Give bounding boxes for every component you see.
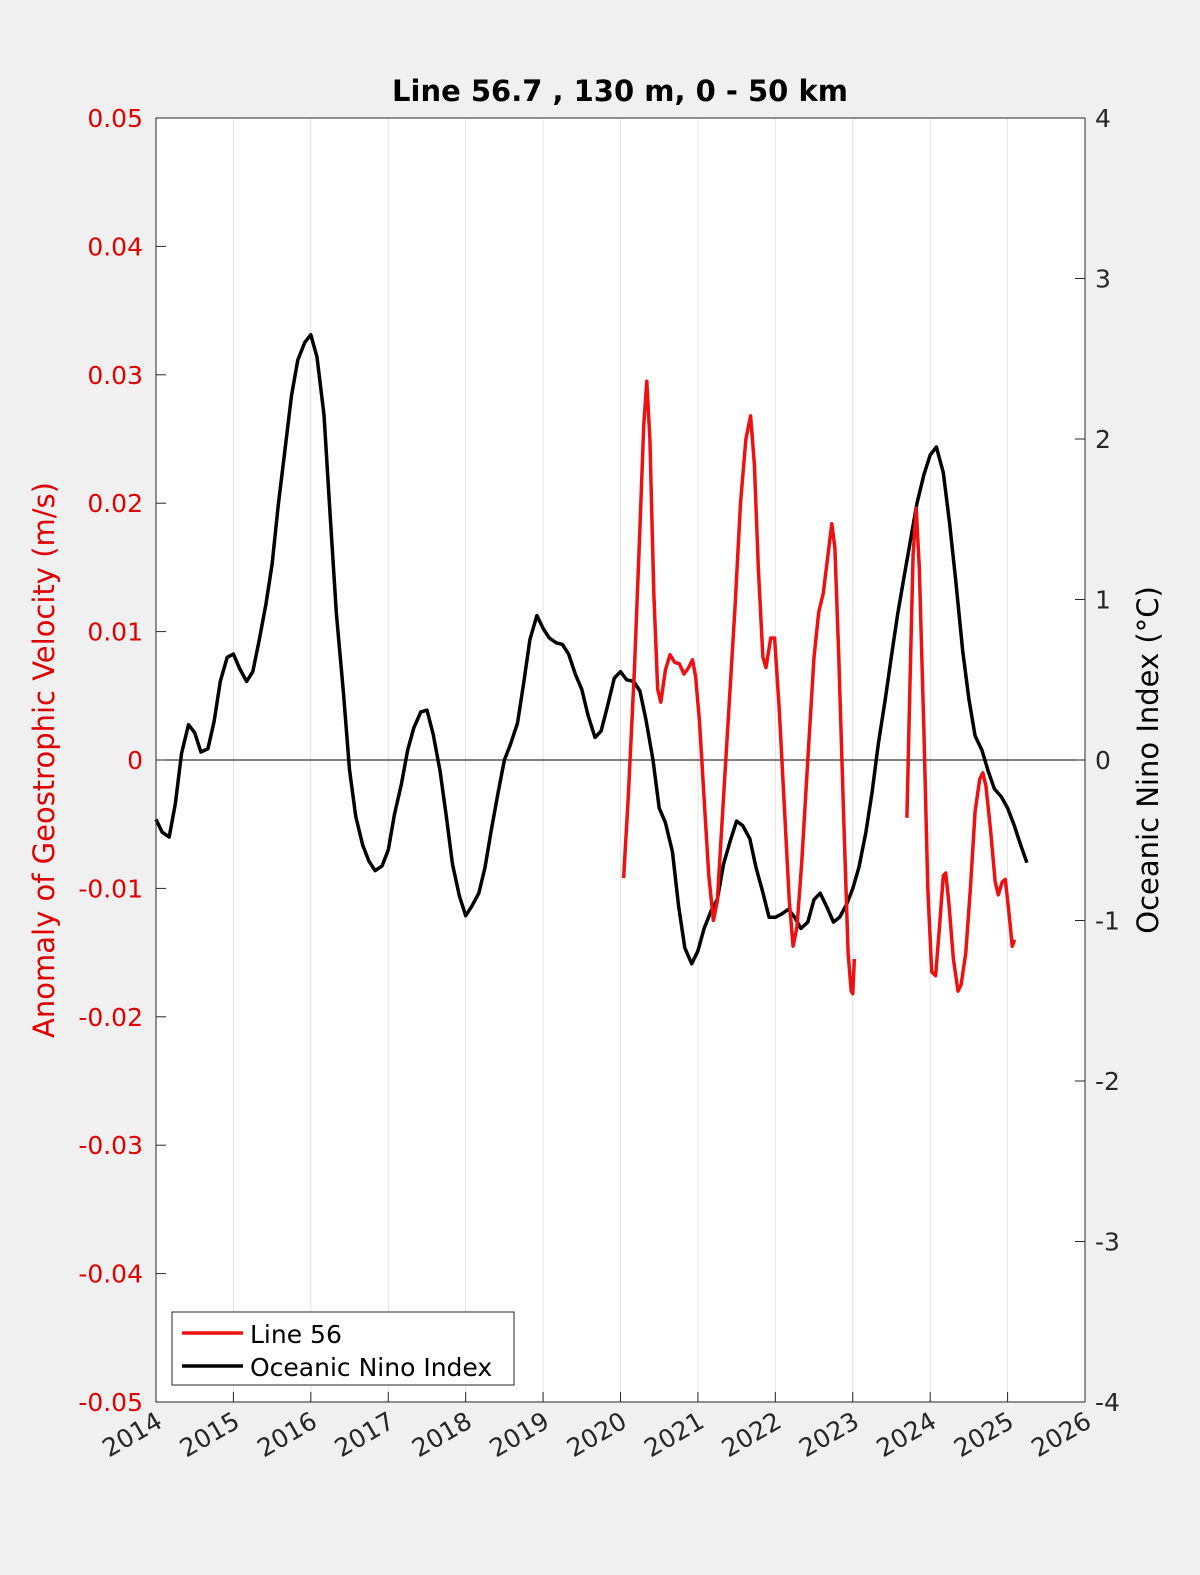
- legend-box: [171, 1311, 515, 1386]
- y-right-tick-label: -1: [1095, 907, 1120, 936]
- y-left-tick-label: 0: [127, 746, 143, 775]
- series-line-oni: [154, 332, 1029, 966]
- y-right-tick-label: -2: [1095, 1067, 1120, 1096]
- y-left-tick-label: -0.01: [78, 874, 143, 903]
- y-right-tick-label: -4: [1095, 1388, 1120, 1417]
- y-right-tick-label: 1: [1095, 586, 1111, 615]
- y-left-tick-label: -0.04: [78, 1260, 143, 1289]
- legend-label-line56: Line 56: [250, 1320, 342, 1349]
- chart-title: Line 56.7 , 130 m, 0 - 50 km: [392, 74, 848, 108]
- y-right-tick-label: -3: [1095, 1228, 1120, 1257]
- y-right-tick-label: 0: [1095, 746, 1111, 775]
- y-left-tick-label: 0.01: [87, 618, 143, 647]
- y-right-tick-label: 3: [1095, 265, 1111, 294]
- y-right-tick-label: 2: [1095, 425, 1111, 454]
- y-left-tick-label: 0.04: [87, 232, 143, 261]
- data-lines: [154, 332, 1029, 996]
- axis-ticks: 2014 2015 2016 2017 2018 2019 2020 2021 2022 2023…: [78, 104, 1120, 1463]
- y-axis-left-label: Anomaly of Geostrophic Velocity (m/s): [27, 482, 61, 1038]
- legend: Line 56 Oceanic Nino Index: [171, 1311, 515, 1386]
- y-left-tick-label: -0.03: [78, 1131, 143, 1160]
- series-line-line56: [621, 379, 857, 996]
- series-line-line56: [905, 506, 1017, 993]
- legend-label-oni: Oceanic Nino Index: [250, 1353, 492, 1382]
- y-left-tick-label: 0.03: [87, 361, 143, 390]
- y-left-tick-label: 0.05: [87, 104, 143, 133]
- y-left-tick-label: 0.02: [87, 489, 143, 518]
- y-right-tick-label: 4: [1095, 104, 1111, 133]
- y-left-tick-label: -0.05: [78, 1388, 143, 1417]
- y-left-tick-label: -0.02: [78, 1003, 143, 1032]
- y-axis-right-label: Oceanic Nino Index (°C): [1131, 586, 1165, 934]
